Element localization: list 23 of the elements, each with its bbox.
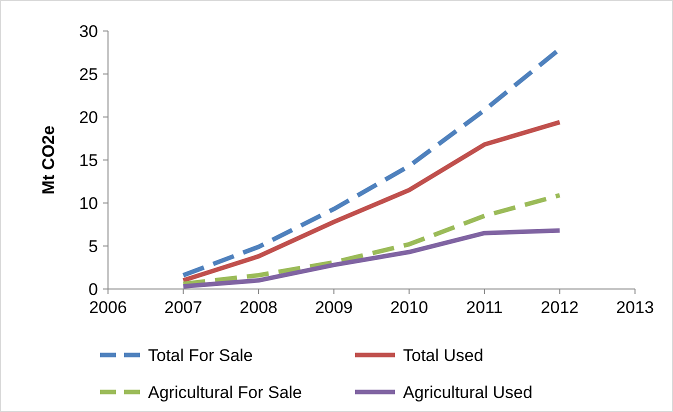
x-tick-label: 2007 — [164, 298, 202, 317]
y-axis-title: Mt CO2e — [39, 126, 58, 194]
x-tick-label: 2008 — [240, 298, 278, 317]
legend-label: Agricultural For Sale — [148, 382, 302, 402]
legend-label: Total For Sale — [148, 346, 253, 365]
legend-label: Agricultural Used — [403, 382, 532, 402]
y-tick-label: 20 — [79, 108, 98, 127]
legend-label: Total Used — [403, 346, 484, 365]
line-series — [181, 120, 562, 283]
y-tick-label: 30 — [79, 22, 98, 41]
y-tick-label: 15 — [79, 150, 98, 170]
y-tick-label: 5 — [88, 236, 98, 256]
x-tick-label: 2009 — [314, 298, 353, 317]
line-series — [181, 193, 562, 286]
x-tick-label: 2011 — [466, 298, 503, 317]
y-tick-label: 10 — [79, 194, 98, 213]
x-tick-label: 2013 — [616, 298, 654, 317]
line-series — [181, 228, 562, 289]
x-tick-label: 2006 — [89, 298, 127, 317]
x-tick-label: 2012 — [540, 298, 579, 317]
x-tick-label: 2010 — [390, 298, 428, 317]
y-tick-label: 25 — [79, 64, 98, 84]
y-tick-label: 0 — [88, 280, 98, 299]
